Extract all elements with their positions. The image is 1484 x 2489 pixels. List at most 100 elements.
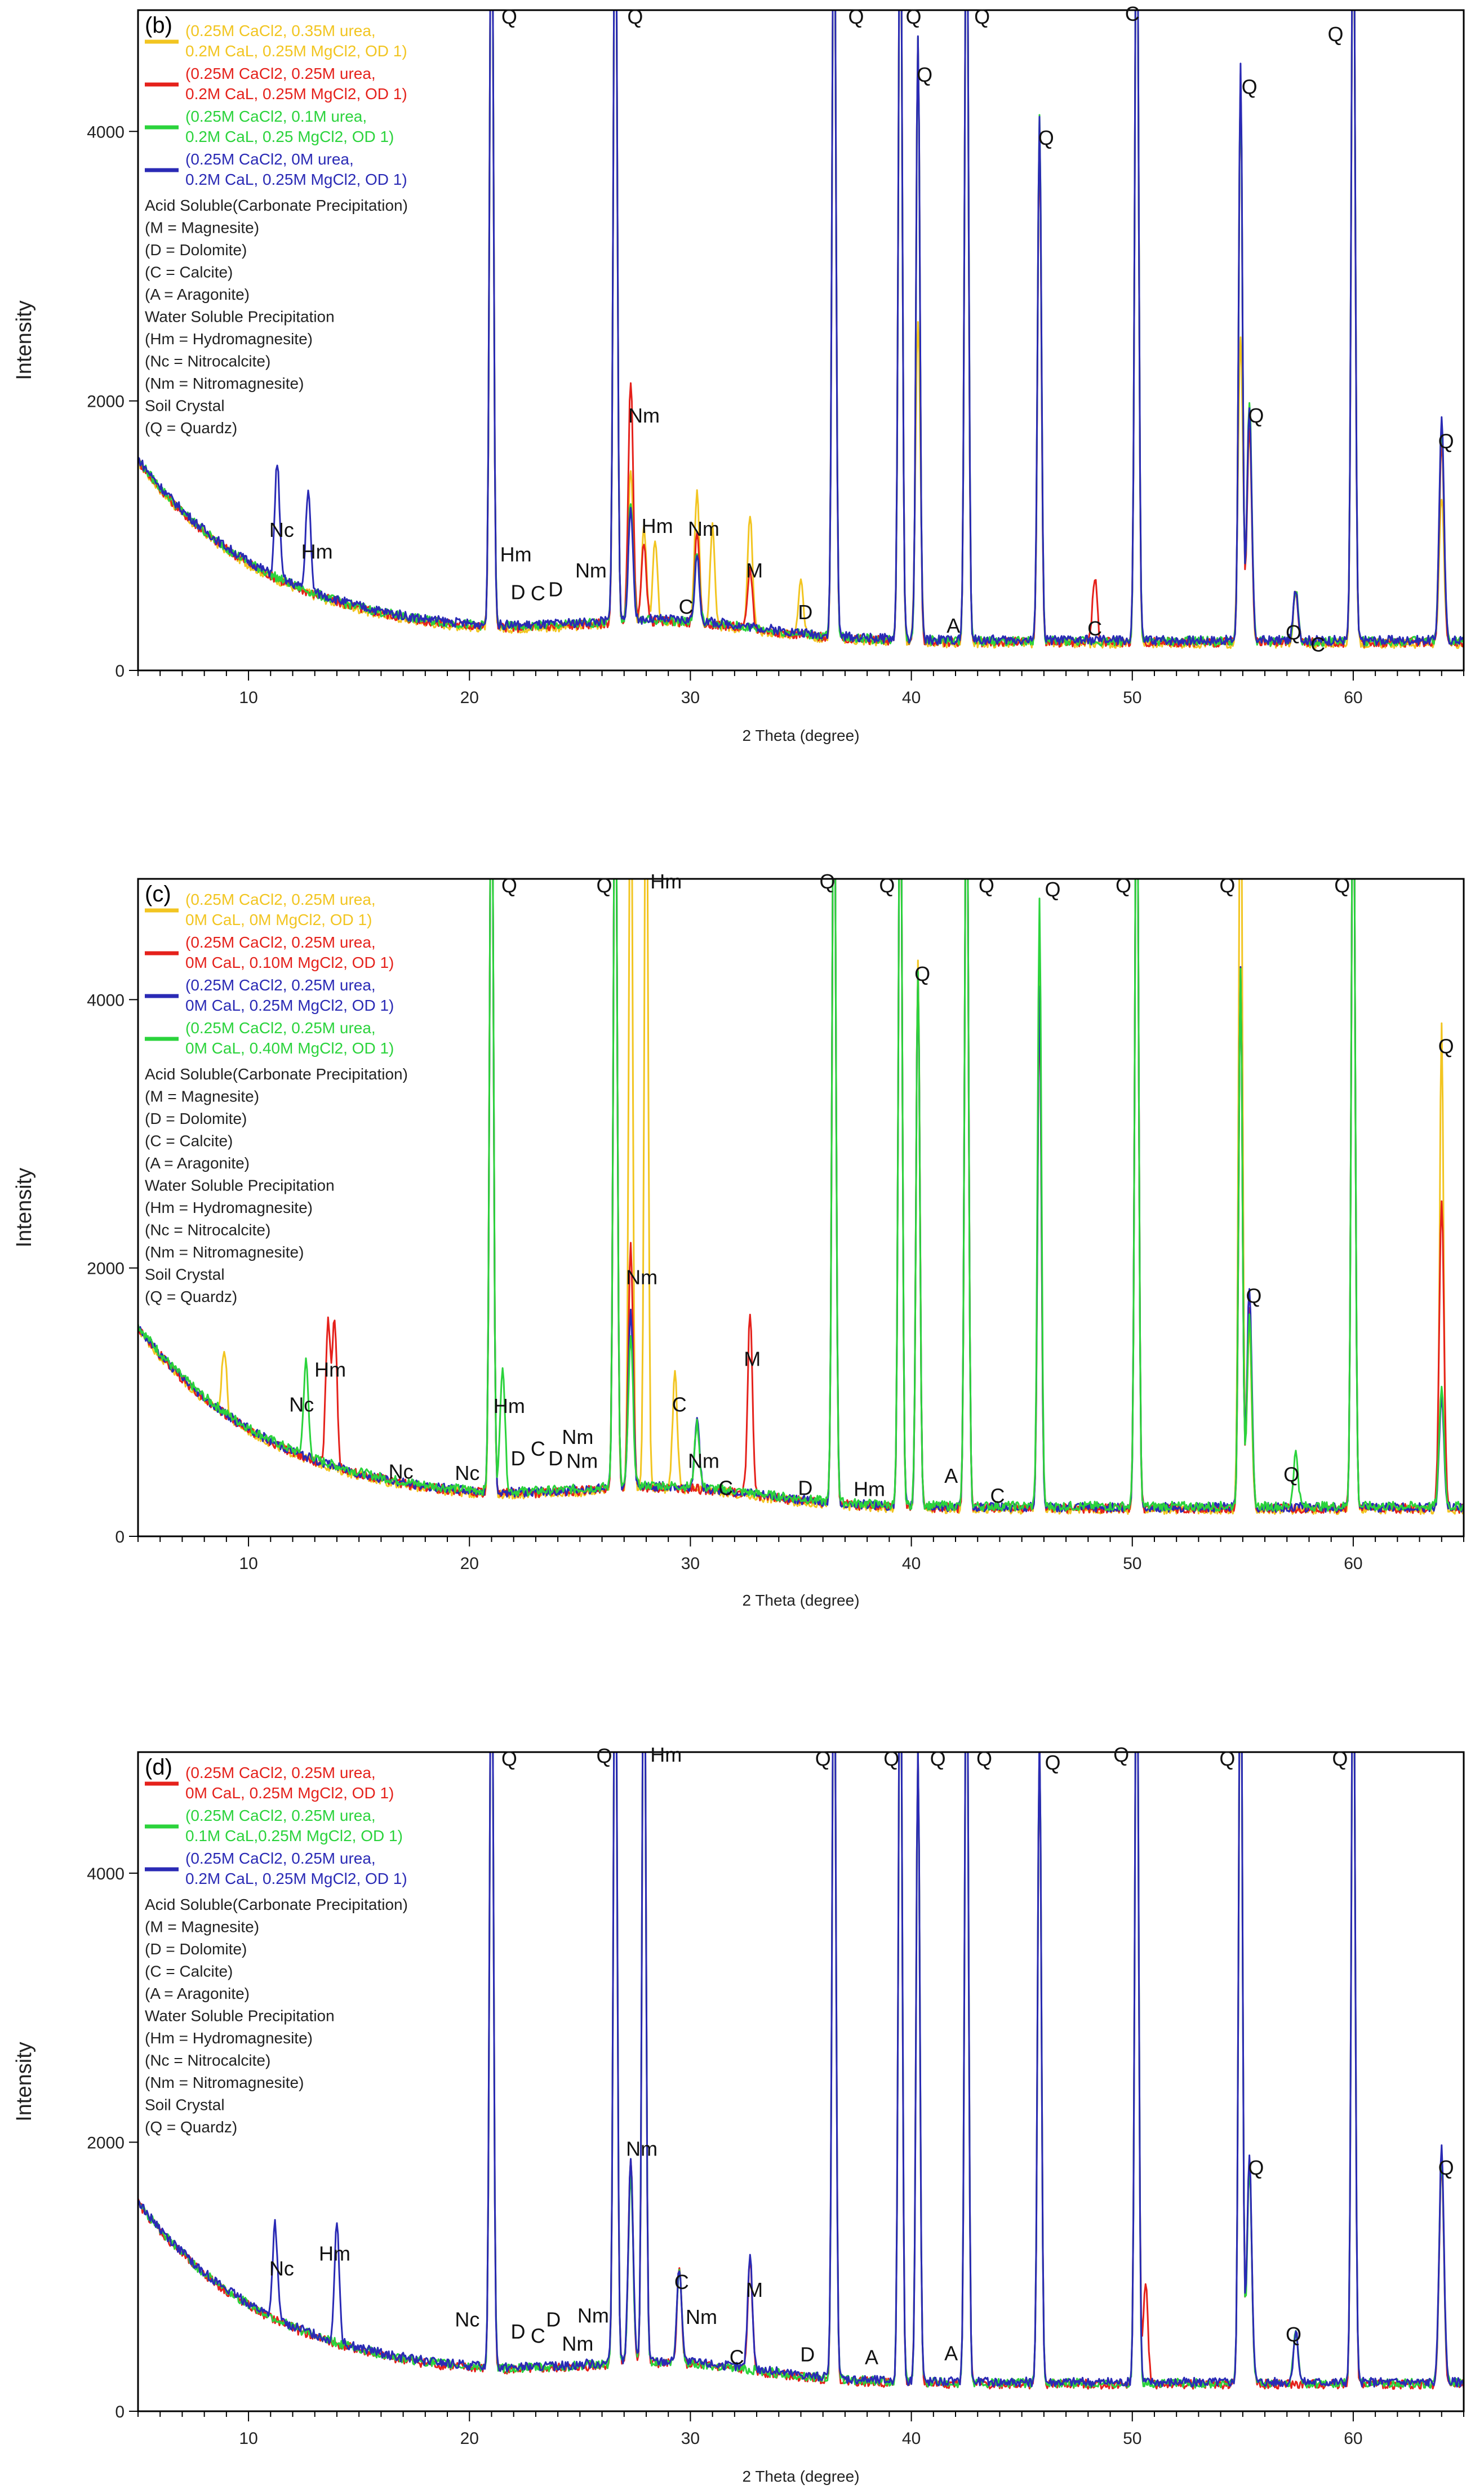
legend-label: 0.2M CaL, 0.25M MgCl2, OD 1) (185, 85, 407, 103)
peak-label: Q (1113, 1743, 1129, 1766)
phase-key-line: (A = Aragonite) (145, 286, 250, 303)
peak-label: M (746, 2278, 763, 2301)
phase-key-line: (D = Dolomite) (145, 1940, 247, 1958)
y-tick-label: 4000 (87, 123, 125, 141)
peak-label: M (746, 559, 763, 582)
peak-label: Nm (626, 1265, 657, 1288)
peak-label: A (944, 2341, 958, 2364)
legend-label: 0M CaL, 0.10M MgCl2, OD 1) (185, 954, 394, 971)
panel-d: 10 20 30 40 50 60 0 2000 4000 2 Theta (degree) Int… (12, 1743, 1465, 2485)
phase-key-line: (D = Dolomite) (145, 241, 247, 259)
phase-key-line: (Nm = Nitromagnesite) (145, 375, 304, 392)
phase-key-line: (Hm = Hydromagnesite) (145, 1199, 313, 1216)
peak-label: Q (1438, 429, 1454, 452)
peak-label: D (511, 2320, 526, 2343)
panel-label: (d) (145, 1755, 172, 1780)
legend-label: (0.25M CaCl2, 0.25M urea, (185, 976, 376, 994)
peak-label: Q (596, 874, 612, 897)
peak-label: D (511, 580, 526, 603)
series-line (138, 10, 1464, 646)
panel-label: (b) (145, 13, 172, 38)
phase-key-line: (A = Aragonite) (145, 1985, 250, 2002)
peak-label: C (718, 1476, 733, 1499)
panel-label: (c) (145, 882, 171, 906)
peak-label: Hm (319, 2242, 350, 2265)
phase-key-line: Soil Crystal (145, 397, 225, 415)
peak-label: Nm (566, 1450, 598, 1473)
panel-b: 10 20 30 40 50 60 0 2000 4000 2 Theta (degree) Int… (12, 2, 1465, 744)
peak-label: Hm (650, 1743, 682, 1766)
y-tick-label: 4000 (87, 1865, 125, 1883)
peak-label: Q (917, 63, 932, 86)
legend-label: 0M CaL, 0M MgCl2, OD 1) (185, 911, 372, 928)
peak-label: C (531, 1437, 545, 1460)
legend-label: 0M CaL, 0.40M MgCl2, OD 1) (185, 1039, 394, 1057)
legend-label: 0.2M CaL, 0.25M MgCl2, OD 1) (185, 171, 407, 188)
peak-label: Q (974, 5, 990, 28)
phase-key-line: Soil Crystal (145, 1266, 225, 1283)
peak-label: Q (914, 962, 930, 985)
y-tick-label: 2000 (87, 2134, 125, 2152)
phase-key-line: (M = Magnesite) (145, 1918, 259, 1936)
peak-label: Q (848, 5, 864, 28)
x-tick-label: 60 (1344, 2429, 1362, 2448)
peak-label: A (944, 1464, 958, 1487)
phase-key-line: Water Soluble Precipitation (145, 308, 335, 326)
phase-key-line: (Q = Quardz) (145, 1288, 237, 1305)
x-tick-label: 30 (681, 2429, 700, 2448)
phase-key-line: Acid Soluble(Carbonate Precipitation) (145, 1896, 408, 1913)
peak-label: C (1125, 2, 1140, 25)
legend-label: (0.25M CaCl2, 0.25M urea, (185, 1850, 376, 1867)
x-tick-label: 50 (1123, 1554, 1141, 1573)
peak-label: Nm (688, 1450, 719, 1473)
peak-label: Q (976, 1747, 992, 1770)
y-tick-label: 4000 (87, 991, 125, 1010)
peak-label: C (672, 1393, 687, 1416)
phase-key-line: (C = Calcite) (145, 264, 233, 281)
peak-label: Q (1045, 1751, 1061, 1774)
legend-label: (0.25M CaCl2, 0.1M urea, (185, 108, 367, 125)
legend-label: (0.25M CaCl2, 0.25M urea, (185, 65, 376, 82)
x-tick-label: 30 (681, 688, 700, 707)
peak-label: Q (883, 1747, 899, 1770)
peak-label: Q (1045, 878, 1061, 901)
peak-label: Q (501, 5, 517, 28)
y-axis-title: Intensity (12, 300, 36, 380)
x-tick-label: 40 (902, 1554, 921, 1573)
peak-label: Hm (642, 514, 673, 537)
legend-label: (0.25M CaCl2, 0.25M urea, (185, 934, 376, 951)
phase-key-line: (Nm = Nitromagnesite) (145, 2074, 304, 2091)
peak-label: Q (501, 874, 517, 897)
peak-label: C (1087, 617, 1102, 640)
x-axis-title: 2 Theta (degree) (742, 727, 859, 744)
phase-key-line: Water Soluble Precipitation (145, 1177, 335, 1194)
x-tick-label: 20 (460, 2429, 479, 2448)
phase-key-line: (Nc = Nitrocalcite) (145, 1221, 270, 1239)
peak-label: D (548, 577, 563, 601)
peak-label: Nc (389, 1460, 414, 1483)
y-tick-label: 2000 (87, 1260, 125, 1278)
peak-label: Q (501, 1747, 517, 1770)
phase-key-line: (Nm = Nitromagnesite) (145, 1243, 304, 1261)
peak-label: Nm (628, 404, 660, 427)
series-line (138, 879, 1464, 1514)
peak-label: Nc (455, 1461, 479, 1484)
peak-label: C (990, 1484, 1005, 1508)
phase-key-line: (M = Magnesite) (145, 1088, 259, 1105)
peak-label: D (511, 1447, 526, 1470)
phase-key-line: (Q = Quardz) (145, 2118, 237, 2136)
peak-label: Nm (626, 2137, 657, 2160)
x-axis-title: 2 Theta (degree) (742, 2468, 859, 2485)
peak-label: Nm (577, 2304, 609, 2327)
peak-label: Q (1219, 1747, 1235, 1770)
peak-label: D (800, 2343, 815, 2366)
peak-label: Q (1116, 874, 1131, 897)
phase-key-line: (D = Dolomite) (145, 1110, 247, 1127)
peak-label: Hm (500, 543, 532, 566)
x-axis-title: 2 Theta (degree) (742, 1592, 859, 1609)
series-line (138, 1752, 1464, 2388)
peak-label: Q (1286, 2323, 1301, 2346)
peak-label: Q (930, 1747, 946, 1770)
peak-label: Q (905, 5, 921, 28)
peak-label: A (865, 2345, 878, 2368)
